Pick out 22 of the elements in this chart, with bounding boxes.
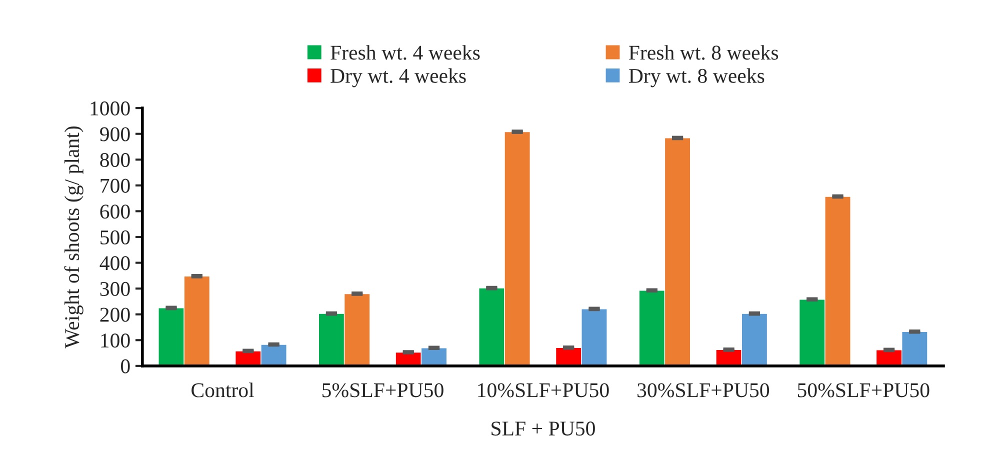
y-axis-title: Weight of shoots (g/ plant) — [64, 126, 84, 348]
legend-label: Dry wt. 8 weeks — [628, 68, 764, 88]
y-tick-label: 1000 — [90, 101, 130, 116]
y-tick-label: 600 — [100, 204, 130, 219]
y-tick-label: 300 — [100, 282, 130, 296]
legend-label: Fresh wt. 4 weeks — [330, 45, 480, 60]
y-tick-label: 900 — [100, 127, 130, 142]
x-tick-label: 5%SLF+PU50 — [322, 383, 444, 398]
y-tick-label: 200 — [100, 308, 130, 322]
x-tick-label: 30%SLF+PU50 — [638, 383, 770, 398]
y-tick-label: 100 — [101, 334, 130, 348]
x-tick-label: 10%SLF+PU50 — [478, 383, 609, 398]
x-tick-label: Control — [192, 382, 254, 398]
y-tick-label: 800 — [100, 153, 130, 168]
y-tick-label: 400 — [100, 256, 130, 270]
legend-label: Fresh wt. 8 weeks — [628, 45, 778, 60]
x-tick-label: 50%SLF+PU50 — [798, 383, 930, 398]
x-axis-title: SLF + PU50 — [492, 422, 595, 436]
y-tick-label: 0 — [120, 359, 130, 374]
legend-label: Dry wt. 4 weeks — [330, 68, 466, 88]
y-tick-label: 700 — [100, 178, 130, 193]
y-tick-label: 500 — [100, 230, 130, 244]
